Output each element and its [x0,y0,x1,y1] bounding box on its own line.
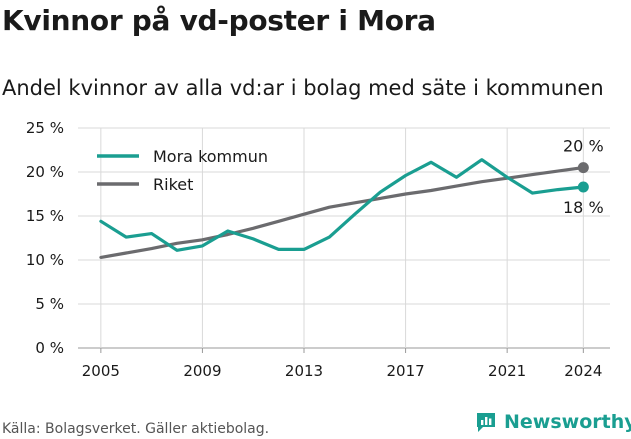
legend-label: Mora kommun [153,147,268,166]
brand-logo: Newsworthy [474,410,631,434]
x-tick-label: 2024 [564,362,602,380]
legend-label: Riket [153,175,193,194]
x-tick-label: 2021 [488,362,526,380]
y-tick-label: 20 % [26,163,64,181]
chart-subtitle: Andel kvinnor av alla vd:ar i bolag med … [2,76,604,100]
newsworthy-logo-icon [477,413,495,432]
y-tick-label: 0 % [35,339,64,357]
y-tick-label: 15 % [26,207,64,225]
y-tick-label: 25 % [26,119,64,137]
series-line-riket [99,166,585,259]
end-point-riket [577,162,589,174]
end-point-mora-kommun [577,181,589,193]
y-tick-label: 5 % [35,295,64,313]
x-tick-label: 2009 [183,362,221,380]
brand-name: Newsworthy [504,411,631,433]
series-line-mora-kommun [99,158,585,252]
end-label-riket: 20 % [563,137,604,156]
source-note: Källa: Bolagsverket. Gäller aktiebolag. [2,421,270,437]
chart-title: Kvinnor på vd-poster i Mora [2,4,436,37]
x-tick-label: 2005 [82,362,120,380]
x-tick-label: 2013 [285,362,323,380]
end-label-mora-kommun: 18 % [563,198,604,217]
x-tick-label: 2017 [386,362,424,380]
y-tick-label: 10 % [26,251,64,269]
